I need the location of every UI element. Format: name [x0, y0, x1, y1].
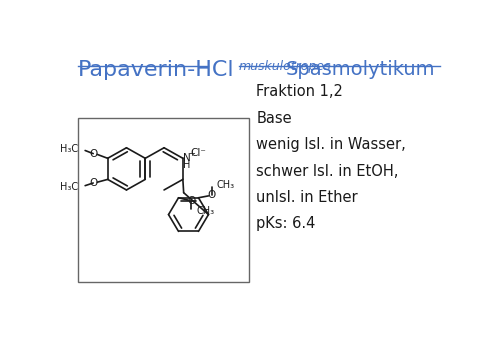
Text: O: O	[89, 149, 98, 158]
Text: Cl⁻: Cl⁻	[190, 148, 206, 158]
Text: Fraktion 1,2: Fraktion 1,2	[256, 84, 343, 100]
Text: schwer lsl. in EtOH,: schwer lsl. in EtOH,	[256, 163, 398, 179]
Text: Spasmolytikum: Spasmolytikum	[286, 60, 435, 79]
Text: O: O	[89, 178, 98, 188]
Text: O: O	[208, 190, 216, 201]
Text: N: N	[183, 152, 191, 162]
Text: H₃C: H₃C	[60, 144, 78, 154]
Text: CH₃: CH₃	[217, 180, 235, 190]
Text: Papaverin-HCl: Papaverin-HCl	[78, 60, 234, 80]
Text: wenig lsl. in Wasser,: wenig lsl. in Wasser,	[256, 137, 406, 152]
Text: muskulotropes: muskulotropes	[239, 60, 332, 73]
Text: unlsl. in Ether: unlsl. in Ether	[256, 190, 358, 205]
Text: H₃C: H₃C	[60, 182, 78, 192]
Text: pKs: 6.4: pKs: 6.4	[256, 216, 316, 231]
Text: +: +	[188, 149, 195, 158]
Text: H: H	[183, 160, 190, 169]
Text: O: O	[187, 196, 196, 206]
Text: CH₃: CH₃	[196, 206, 215, 216]
Text: Base: Base	[256, 111, 292, 126]
